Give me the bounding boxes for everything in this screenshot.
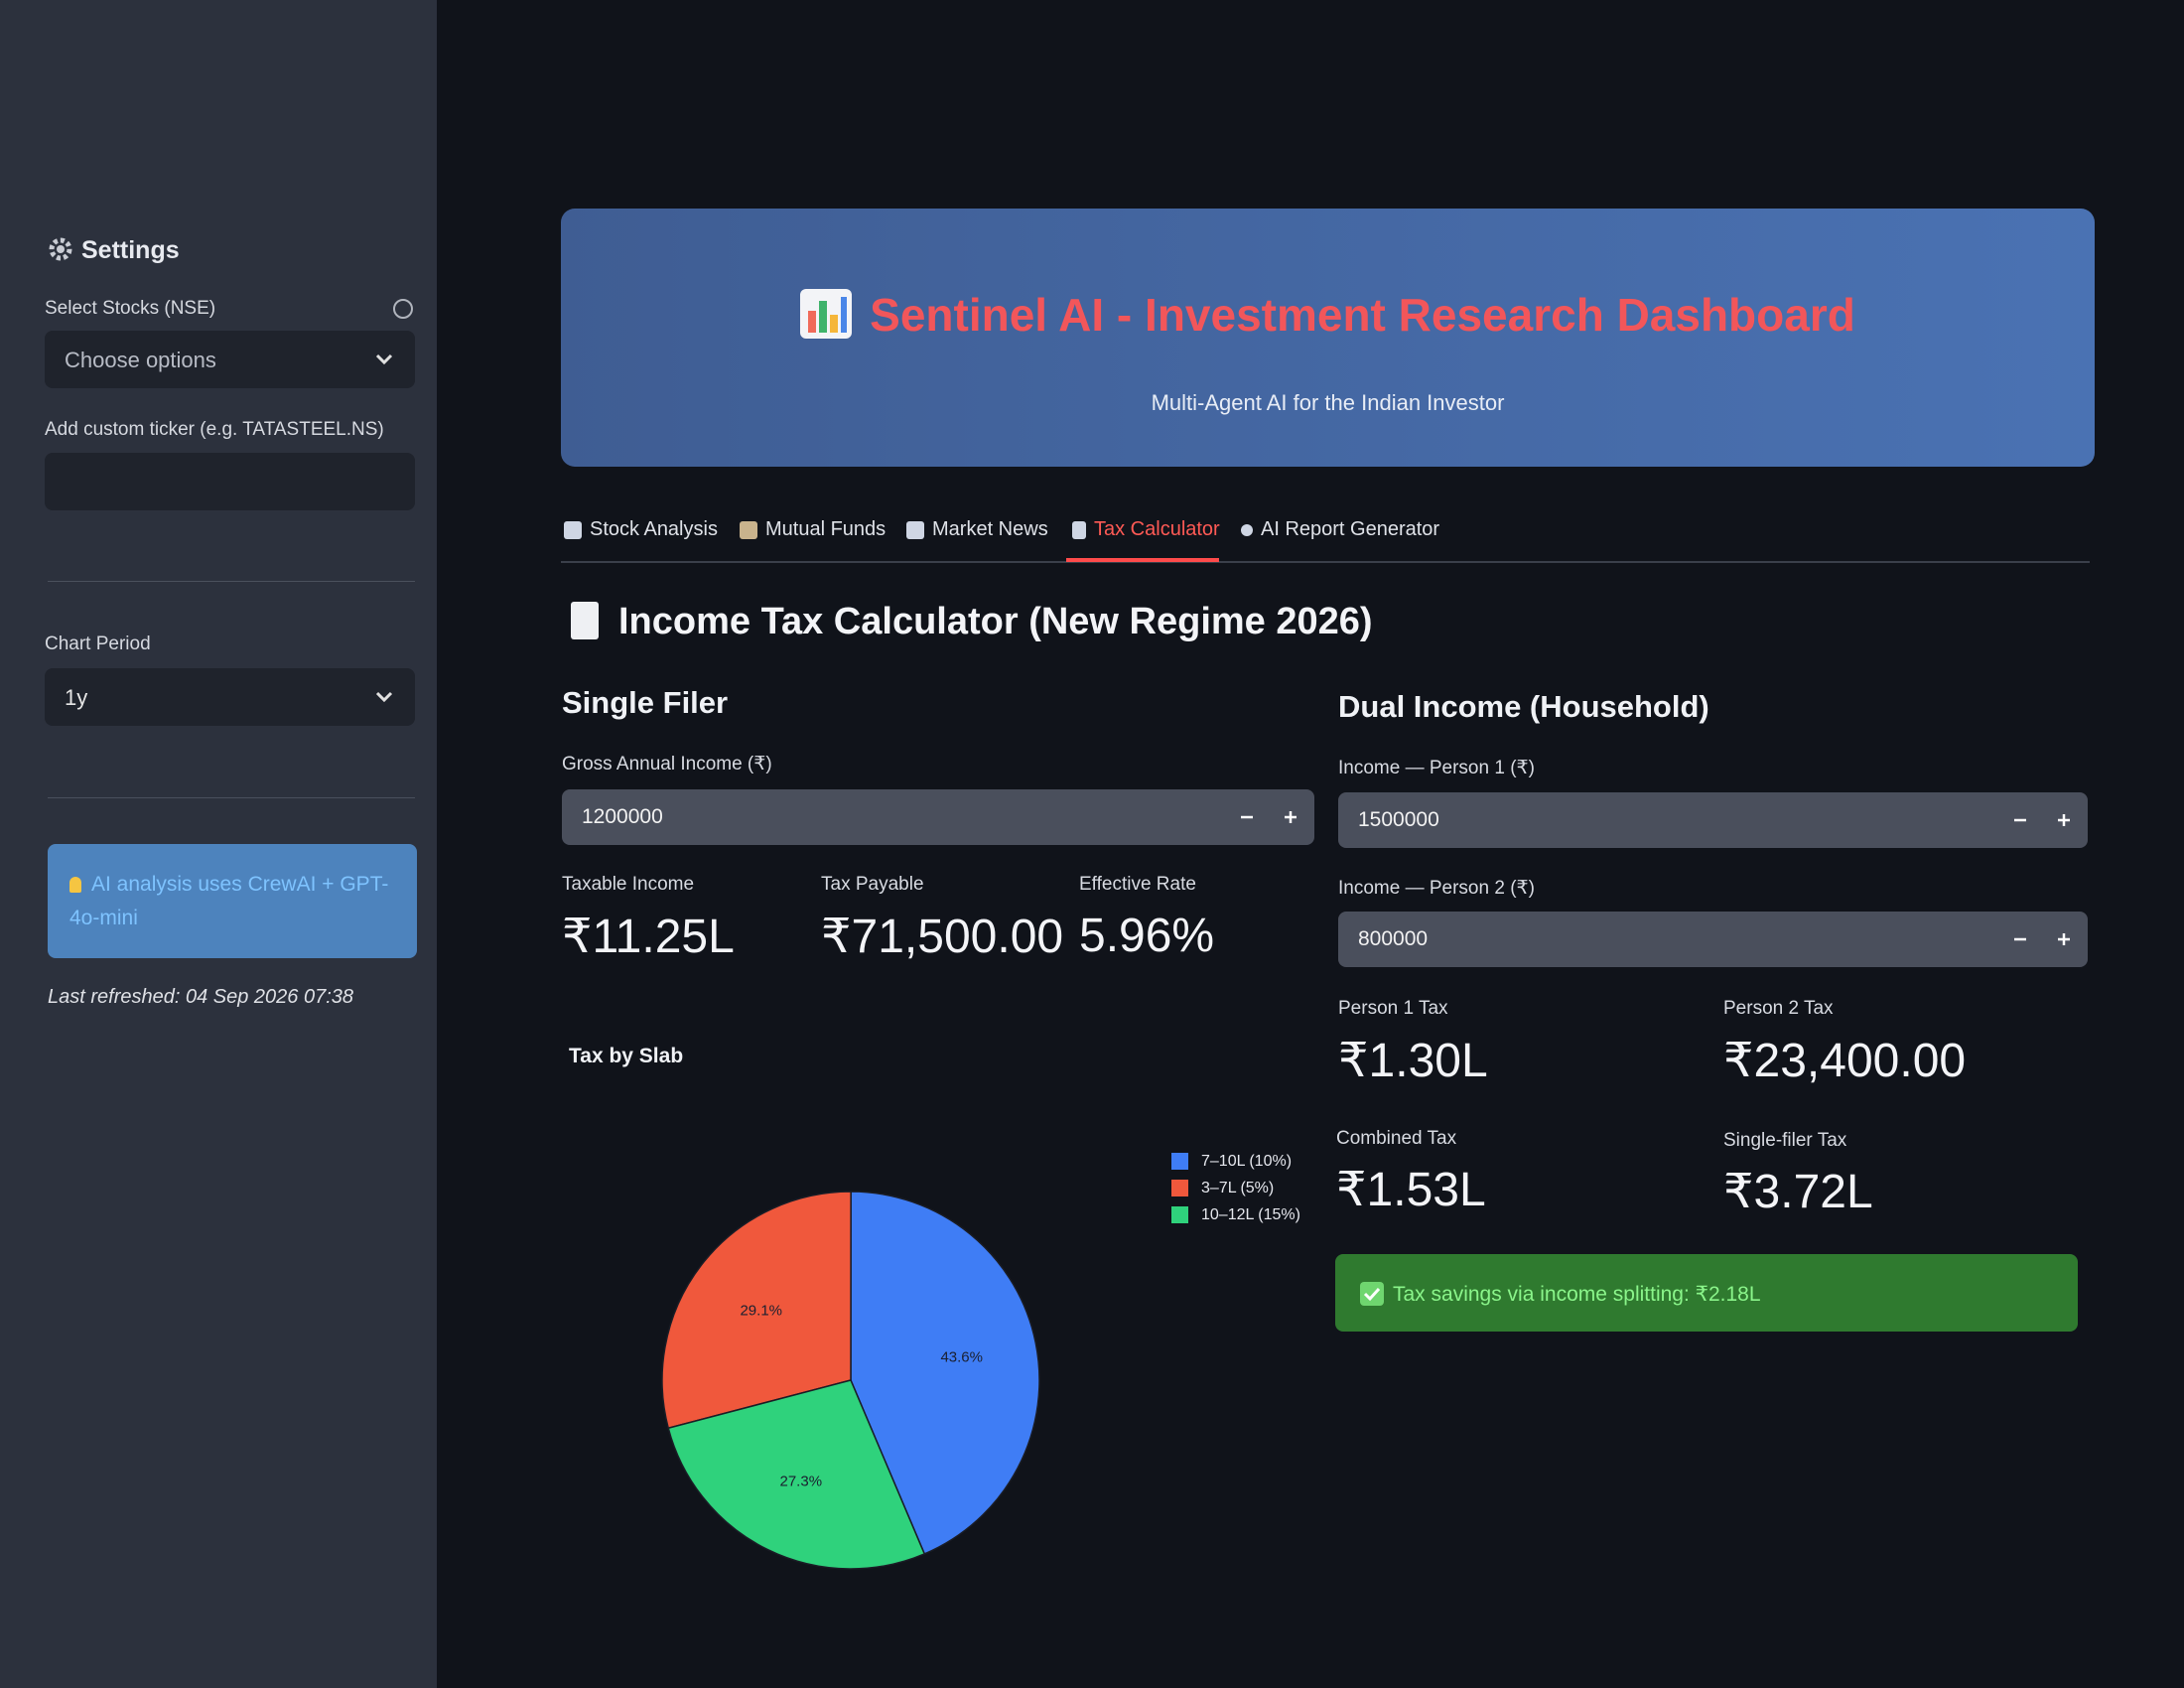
check-icon — [1360, 1282, 1384, 1306]
slice-label: 27.3% — [780, 1473, 823, 1489]
metric-value: ₹3.72L — [1723, 1166, 1873, 1218]
tab-label: Tax Calculator — [1094, 518, 1220, 540]
select-stocks-label: Select Stocks (NSE) — [45, 298, 216, 319]
single-title: Single Filer — [562, 685, 729, 720]
pie-slice — [667, 1379, 926, 1570]
decrement-button[interactable] — [2012, 810, 2028, 830]
person1-value: 1500000 — [1358, 808, 1439, 831]
metric-value: ₹71,500.00 — [821, 911, 1064, 963]
select-placeholder: Choose options — [65, 348, 216, 372]
sidebar-title: Settings — [81, 236, 180, 264]
slice-label: 29.1% — [740, 1302, 782, 1319]
info-box: AI analysis uses CrewAI + GPT-4o-mini — [48, 844, 417, 958]
legend-label: 3–7L (5%) — [1201, 1180, 1274, 1196]
tab-rule — [561, 561, 2090, 563]
metric-value: ₹11.25L — [562, 911, 735, 963]
last-refreshed: Last refreshed: 04 Sep 2026 07:38 — [48, 986, 354, 1008]
increment-button[interactable] — [2056, 810, 2072, 830]
increment-button[interactable] — [2056, 929, 2072, 949]
header-title: Sentinel AI - Investment Research Dashbo… — [870, 289, 1855, 341]
divider — [48, 797, 415, 798]
calculator-title-row: Income Tax Calculator (New Regime 2026) — [571, 601, 1373, 643]
increment-button[interactable] — [1283, 807, 1298, 827]
stock-multiselect[interactable]: Choose options — [45, 331, 415, 388]
metric-label: Person 2 Tax — [1723, 998, 1834, 1019]
person1-label: Income — Person 1 (₹) — [1338, 758, 1535, 778]
metric-value: ₹23,400.00 — [1723, 1035, 1967, 1087]
gear-icon — [49, 237, 72, 261]
metric-value: ₹1.53L — [1336, 1164, 1486, 1216]
tab[interactable]: Market News — [906, 518, 1048, 541]
tab[interactable]: Mutual Funds — [740, 518, 886, 541]
legend-label: 10–12L (15%) — [1201, 1206, 1300, 1223]
income-value: 1200000 — [582, 805, 663, 828]
header-title-row: Sentinel AI - Investment Research Dashbo… — [561, 288, 2095, 342]
legend-swatch — [1171, 1153, 1188, 1170]
header-banner: Sentinel AI - Investment Research Dashbo… — [561, 209, 2095, 467]
slice-label: 43.6% — [940, 1348, 983, 1365]
dual-title: Dual Income (Household) — [1338, 689, 1709, 724]
tab[interactable]: Stock Analysis — [564, 518, 718, 541]
metric-label: Effective Rate — [1079, 874, 1196, 895]
success-box: Tax savings via income splitting: ₹2.18L — [1335, 1254, 2078, 1332]
metric-label: Tax Payable — [821, 874, 924, 895]
chart-period-select[interactable]: 1y — [45, 668, 415, 726]
chart-period-value: 1y — [65, 685, 88, 710]
help-icon[interactable] — [392, 298, 414, 320]
sidebar-title-row: Settings — [48, 236, 180, 265]
bulb-icon — [69, 877, 81, 893]
pie-chart: Tax by Slab 43.6% 29.1% 27.3% 7–10L (10%) 3–… — [569, 1045, 1300, 1570]
chevron — [375, 691, 393, 703]
metric-value: ₹1.30L — [1338, 1035, 1488, 1087]
info-text: AI analysis uses CrewAI + GPT-4o-mini — [69, 868, 397, 935]
calculator-title: Income Tax Calculator (New Regime 2026) — [618, 601, 1373, 642]
chevron — [375, 353, 393, 365]
success-text: Tax savings via income splitting: ₹2.18L — [1393, 1283, 1761, 1306]
metric-label: Person 1 Tax — [1338, 998, 1448, 1019]
metric-label: Combined Tax — [1336, 1128, 1457, 1149]
decrement-button[interactable] — [1239, 807, 1255, 827]
chart-title: Tax by Slab — [569, 1045, 683, 1067]
tab-label: AI Report Generator — [1261, 518, 1440, 540]
custom-ticker-label: Add custom ticker (e.g. TATASTEEL.NS) — [45, 419, 384, 440]
info-message: AI analysis uses CrewAI + GPT-4o-mini — [69, 873, 389, 929]
pie-slice — [661, 1191, 852, 1430]
tab-label: Mutual Funds — [765, 518, 887, 540]
income-label: Gross Annual Income (₹) — [562, 754, 772, 774]
tab-label: Stock Analysis — [590, 518, 718, 540]
divider — [48, 581, 415, 582]
metric-label: Single-filer Tax — [1723, 1130, 1847, 1151]
legend-swatch — [1171, 1180, 1188, 1196]
receipt-icon — [571, 602, 599, 639]
person2-value: 800000 — [1358, 927, 1429, 950]
person2-label: Income — Person 2 (₹) — [1338, 878, 1535, 899]
legend-swatch — [1171, 1206, 1188, 1223]
legend-label: 7–10L (10%) — [1201, 1153, 1292, 1170]
decrement-button[interactable] — [2012, 929, 2028, 949]
tab[interactable]: AI Report Generator — [1241, 518, 1439, 541]
tab-underline — [1066, 558, 1219, 562]
tab-label: Market News — [932, 518, 1048, 540]
chart-icon — [800, 289, 853, 339]
header-subtitle: Multi-Agent AI for the Indian Investor — [1151, 390, 1505, 415]
pie-slice — [850, 1191, 1040, 1555]
income-input[interactable]: 1200000 — [562, 789, 1314, 845]
metric-label: Taxable Income — [562, 874, 695, 895]
chart-period-label: Chart Period — [45, 633, 151, 654]
custom-ticker-input[interactable] — [45, 453, 415, 510]
metric-value: 5.96% — [1079, 910, 1215, 962]
person1-input[interactable]: 1500000 — [1338, 792, 2088, 848]
tab-active[interactable]: Tax Calculator — [1072, 518, 1220, 541]
sidebar: Settings Select Stocks (NSE) Choose opti… — [0, 0, 437, 1688]
person2-input[interactable]: 800000 — [1338, 912, 2088, 967]
